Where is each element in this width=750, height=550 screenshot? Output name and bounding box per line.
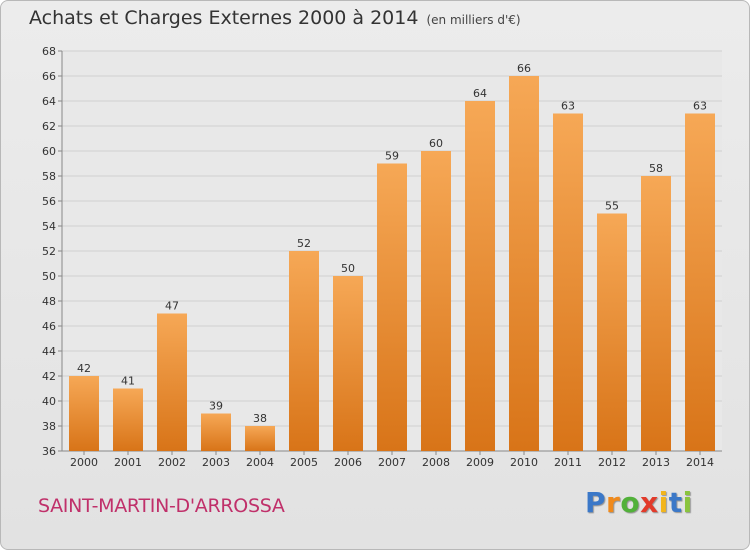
bar-2007: [377, 163, 407, 451]
chart-title-text: Achats et Charges Externes 2000 à 2014: [29, 7, 419, 29]
y-axis-ticks: 36 38 40 42 44 46 48 50 52 54 56 58 60 62 64 66 68: [42, 45, 56, 458]
logo-letter: i: [658, 486, 669, 519]
y-tick-label: 48: [42, 295, 56, 308]
data-label: 50: [341, 262, 355, 275]
x-tick-label: 2011: [554, 456, 582, 469]
bar-2005: [289, 251, 319, 451]
x-tick-label: 2013: [642, 456, 670, 469]
proxiti-logo[interactable]: Proxiti: [585, 486, 693, 519]
data-label: 41: [121, 375, 135, 388]
bar-2004: [245, 426, 275, 451]
data-label: 47: [165, 300, 179, 313]
y-tick-label: 54: [42, 220, 56, 233]
y-tick-label: 66: [42, 70, 56, 83]
x-tick-label: 2006: [334, 456, 362, 469]
bar-2001: [113, 388, 143, 451]
bar-2011: [553, 113, 583, 451]
data-label: 55: [605, 200, 619, 213]
logo-letter: i: [682, 486, 693, 519]
x-tick-label: 2001: [114, 456, 142, 469]
y-tick-label: 68: [42, 45, 56, 58]
logo-letter: P: [585, 486, 607, 519]
data-label: 66: [517, 62, 531, 75]
y-tick-label: 36: [42, 445, 56, 458]
x-tick-label: 2010: [510, 456, 538, 469]
x-tick-label: 2012: [598, 456, 626, 469]
x-tick-label: 2008: [422, 456, 450, 469]
data-label: 39: [209, 400, 223, 413]
commune-name: SAINT-MARTIN-D'ARROSSA: [38, 495, 285, 517]
chart-subtitle: (en milliers d'€): [426, 13, 521, 27]
bar-2009: [465, 101, 495, 451]
x-tick-label: 2004: [246, 456, 274, 469]
data-label: 64: [473, 87, 487, 100]
x-tick-label: 2007: [378, 456, 406, 469]
y-tick-label: 38: [42, 420, 56, 433]
y-tick-label: 60: [42, 145, 56, 158]
y-tick-label: 42: [42, 370, 56, 383]
logo-letter: t: [668, 486, 683, 519]
y-tick-label: 44: [42, 345, 56, 358]
data-label: 63: [561, 100, 575, 113]
y-tick-label: 56: [42, 195, 56, 208]
data-labels: 42 41 47 39 38 52 50 59 60 64 66 63 55 58 63: [77, 62, 707, 425]
logo-letter: x: [640, 486, 659, 519]
y-tick-label: 64: [42, 95, 56, 108]
data-label: 42: [77, 362, 91, 375]
y-tick-label: 62: [42, 120, 56, 133]
x-tick-label: 2009: [466, 456, 494, 469]
y-tick-label: 58: [42, 170, 56, 183]
bar-2003: [201, 413, 231, 451]
bar-2012: [597, 213, 627, 451]
data-label: 58: [649, 162, 663, 175]
data-label: 63: [693, 100, 707, 113]
data-label: 52: [297, 237, 311, 250]
y-tick-label: 46: [42, 320, 56, 333]
x-tick-label: 2002: [158, 456, 186, 469]
data-label: 60: [429, 137, 443, 150]
data-label: 59: [385, 150, 399, 163]
x-tick-label: 2000: [70, 456, 98, 469]
bar-2002: [157, 313, 187, 451]
bar-2013: [641, 176, 671, 451]
chart-title: Achats et Charges Externes 2000 à 2014 (e…: [29, 7, 521, 29]
y-tick-label: 50: [42, 270, 56, 283]
bar-2008: [421, 151, 451, 451]
logo-letter: r: [606, 486, 621, 519]
bar-2000: [69, 376, 99, 451]
x-tick-label: 2014: [686, 456, 714, 469]
bar-2006: [333, 276, 363, 451]
y-tick-label: 52: [42, 245, 56, 258]
bar-2010: [509, 76, 539, 451]
x-tick-label: 2003: [202, 456, 230, 469]
logo-letter: o: [620, 486, 641, 519]
x-tick-label: 2005: [290, 456, 318, 469]
data-label: 38: [253, 412, 267, 425]
bar-2014: [685, 113, 715, 451]
x-axis-ticks: 2000 2001 2002 2003 2004 2005 2006 2007 2008 2009…: [70, 456, 714, 469]
y-tick-label: 40: [42, 395, 56, 408]
bars: [69, 76, 715, 455]
